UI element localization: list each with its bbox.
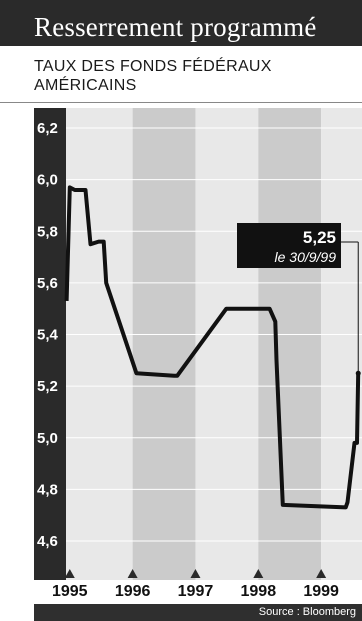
- year-bands: [66, 108, 362, 580]
- y-tick-label: 6,0: [37, 172, 58, 189]
- y-tick-labels: 6,2 6,0 5,8 5,6 5,4 5,2 5,0 4,8 4,6: [37, 120, 59, 550]
- x-tick-label: 1996: [115, 583, 151, 600]
- chart-title: Resserrement programmé: [34, 12, 317, 42]
- y-tick-label: 5,8: [37, 223, 58, 240]
- x-tick-label: 1998: [241, 583, 277, 600]
- source-text: Source : Bloomberg: [258, 606, 356, 618]
- y-tick-label: 4,8: [37, 481, 58, 498]
- y-tick-label: 5,2: [37, 378, 58, 395]
- series-line: [64, 185, 361, 510]
- y-tick-label: 6,2: [37, 120, 58, 137]
- callout: 5,25 le 30/9/99: [237, 223, 361, 376]
- x-tick-marker: [253, 569, 264, 578]
- year-band: [321, 108, 362, 580]
- callout-date: le 30/9/99: [275, 249, 337, 265]
- year-band: [195, 108, 259, 580]
- y-tick-label: 5,4: [37, 327, 59, 344]
- y-tick-label: 5,0: [37, 430, 58, 447]
- year-band: [132, 108, 196, 580]
- x-tick-marker: [190, 569, 201, 578]
- y-tick-label: 5,6: [37, 275, 58, 292]
- x-tick-label: 1999: [303, 583, 339, 600]
- year-band: [258, 108, 322, 580]
- chart-subtitle: TAUX DES FONDS FÉDÉRAUX AMÉRICAINS: [34, 58, 272, 94]
- callout-dot: [355, 370, 361, 376]
- x-tick-label: 1997: [178, 583, 214, 600]
- grid-lines: [66, 127, 362, 542]
- x-tick-marker: [64, 569, 75, 578]
- callout-value: 5,25: [303, 228, 336, 247]
- x-tick-marker: [127, 569, 138, 578]
- source-bar: Source : Bloomberg: [34, 604, 362, 621]
- x-tick-marker: [316, 569, 327, 578]
- header-divider: [0, 102, 362, 103]
- title-bar: Resserrement programmé: [0, 0, 362, 46]
- y-tick-label: 4,6: [37, 533, 58, 550]
- x-axis: 1995 1996 1997 1998 1999: [52, 569, 339, 600]
- callout-box: [237, 223, 341, 268]
- x-tick-label: 1995: [52, 583, 88, 600]
- y-axis-bar: [34, 108, 66, 580]
- year-band: [66, 108, 133, 580]
